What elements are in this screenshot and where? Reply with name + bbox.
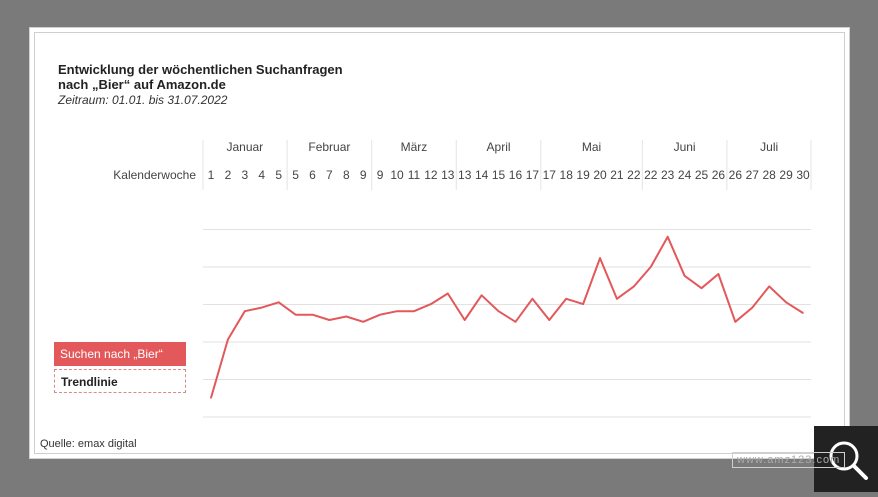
month-label: Juni xyxy=(674,140,696,154)
month-label: April xyxy=(487,140,511,154)
week-tick-label: 25 xyxy=(695,168,709,182)
data-point xyxy=(294,313,297,316)
month-label: März xyxy=(401,140,428,154)
watermark: www.amz123.com xyxy=(732,452,846,468)
week-tick-label: 22 xyxy=(627,168,641,182)
data-point xyxy=(379,313,381,316)
data-point xyxy=(717,273,720,275)
data-point xyxy=(683,274,686,277)
data-point xyxy=(362,321,365,323)
data-point xyxy=(616,298,618,300)
week-tick-label: 5 xyxy=(275,168,282,182)
week-tick-label: 28 xyxy=(762,168,776,182)
data-point xyxy=(328,319,331,321)
data-point xyxy=(802,312,804,314)
week-tick-label: 15 xyxy=(492,168,506,182)
data-point xyxy=(582,303,584,305)
chart-border xyxy=(34,32,845,454)
legend-series-entry: Suchen nach „Bier“ xyxy=(54,342,186,366)
week-tick-label: 29 xyxy=(779,168,793,182)
week-tick-label: 9 xyxy=(377,168,384,182)
week-tick-label: 17 xyxy=(526,168,540,182)
week-tick-label: 10 xyxy=(390,168,404,182)
data-point xyxy=(599,257,601,259)
week-tick-label: 27 xyxy=(746,168,760,182)
data-point xyxy=(700,287,703,289)
data-point xyxy=(565,298,567,300)
data-point xyxy=(463,319,466,321)
magnifier-icon[interactable] xyxy=(814,426,878,492)
week-tick-label: 30 xyxy=(796,168,810,182)
chart-card: Entwicklung der wöchentlichen Suchanfrag… xyxy=(29,27,850,459)
data-point xyxy=(260,306,263,309)
data-point xyxy=(413,310,415,312)
data-point xyxy=(649,266,652,268)
data-point xyxy=(396,310,398,312)
week-tick-label: 18 xyxy=(560,168,574,182)
month-label: Februar xyxy=(308,140,350,154)
week-tick-label: 19 xyxy=(576,168,590,182)
data-point xyxy=(734,321,737,323)
zoom-overlay[interactable] xyxy=(814,426,878,492)
data-point xyxy=(666,236,669,238)
week-tick-label: 23 xyxy=(661,168,675,182)
week-tick-label: 14 xyxy=(475,168,489,182)
data-point xyxy=(447,292,449,295)
week-tick-label: 4 xyxy=(258,168,265,182)
week-tick-label: 1 xyxy=(208,168,215,182)
data-point xyxy=(768,285,770,288)
week-tick-label: 11 xyxy=(408,168,421,182)
data-point xyxy=(633,285,635,288)
week-tick-label: 26 xyxy=(712,168,726,182)
legend-trend-entry: Trendlinie xyxy=(54,369,186,393)
week-tick-label: 7 xyxy=(326,168,333,182)
week-tick-label: 13 xyxy=(441,168,455,182)
week-tick-label: 12 xyxy=(424,168,438,182)
data-point xyxy=(497,310,500,312)
week-tick-label: 16 xyxy=(509,168,523,182)
data-point xyxy=(430,303,432,305)
data-point xyxy=(480,294,483,297)
week-tick-label: 3 xyxy=(241,168,248,182)
data-point xyxy=(531,298,534,300)
data-point xyxy=(751,306,754,309)
data-point xyxy=(227,338,229,341)
data-point xyxy=(548,319,551,321)
week-tick-label: 6 xyxy=(309,168,316,182)
data-point xyxy=(345,315,348,318)
week-tick-label: 26 xyxy=(729,168,743,182)
week-tick-label: 17 xyxy=(543,168,557,182)
source-note: Quelle: emax digital xyxy=(40,438,137,450)
data-point xyxy=(277,301,280,304)
chart-title-line-2: nach „Bier“ auf Amazon.de xyxy=(58,77,226,92)
week-tick-label: 20 xyxy=(593,168,607,182)
data-point xyxy=(785,301,787,304)
week-tick-label: 5 xyxy=(292,168,299,182)
data-point xyxy=(244,310,246,312)
data-point xyxy=(514,321,517,323)
row-label: Kalenderwoche xyxy=(113,168,196,182)
data-point xyxy=(311,313,314,316)
chart-title-line-1: Entwicklung der wöchentlichen Suchanfrag… xyxy=(58,62,343,77)
data-point xyxy=(210,397,212,399)
week-tick-label: 13 xyxy=(458,168,472,182)
week-tick-label: 8 xyxy=(343,168,350,182)
month-label: Juli xyxy=(760,140,778,154)
chart-subtitle: Zeitraum: 01.01. bis 31.07.2022 xyxy=(58,93,228,107)
series-line-bier xyxy=(210,235,804,399)
week-tick-label: 22 xyxy=(644,168,658,182)
week-tick-label: 24 xyxy=(678,168,692,182)
month-label: Mai xyxy=(582,140,601,154)
week-tick-label: 21 xyxy=(610,168,624,182)
month-label: Januar xyxy=(226,140,263,154)
week-tick-label: 2 xyxy=(225,168,232,182)
week-tick-label: 9 xyxy=(360,168,367,182)
